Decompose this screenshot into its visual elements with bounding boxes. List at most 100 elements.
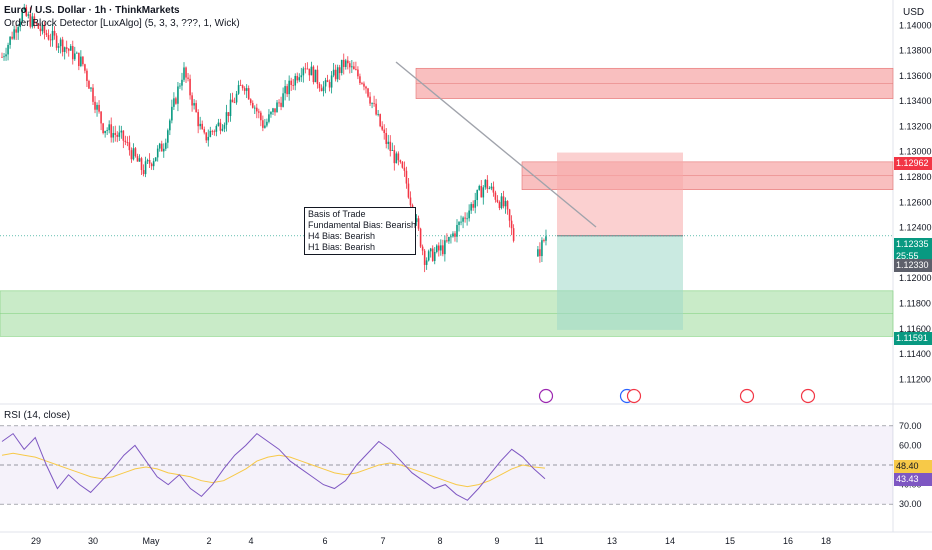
candle-body	[328, 81, 331, 88]
candle-body	[114, 133, 117, 135]
candle-body	[486, 179, 489, 189]
candle-body	[506, 201, 509, 210]
candle-body	[253, 107, 256, 109]
candle-body	[381, 126, 383, 130]
candle-body	[464, 217, 466, 219]
candle-body	[431, 248, 434, 261]
candle-body	[470, 204, 472, 211]
candle-body	[106, 130, 108, 131]
candle-body	[264, 125, 266, 128]
candle-body	[353, 66, 355, 70]
candle-body	[440, 245, 442, 251]
candle-body	[365, 86, 367, 89]
economic-event-icon	[626, 388, 642, 404]
candle-body	[90, 87, 92, 89]
candle-body	[165, 142, 167, 149]
candle-body	[187, 77, 189, 79]
rsi-label[interactable]: RSI (14, close)	[4, 410, 71, 421]
candle-body	[100, 111, 102, 124]
candle-body	[225, 112, 228, 125]
candle-body	[446, 240, 448, 242]
candle-body	[17, 27, 19, 33]
candle-body	[59, 39, 62, 47]
candle-body	[213, 131, 216, 133]
candle-body	[397, 153, 400, 161]
candle-body	[268, 114, 270, 122]
candle-body	[429, 248, 432, 252]
candle-body	[199, 123, 201, 127]
rsi-tick-label: 60.00	[899, 440, 922, 450]
indicator-label[interactable]: Order Block Detector [LuxAlgo] (5, 3, 3,…	[4, 18, 240, 29]
candle-body	[191, 95, 193, 106]
candle-body	[177, 86, 179, 104]
candle-body	[541, 240, 543, 257]
candle-body	[262, 120, 264, 128]
candle-body	[110, 124, 112, 138]
time-tick-label: 14	[665, 536, 675, 546]
candle-body	[249, 99, 252, 103]
symbol-title[interactable]: Euro / U.S. Dollar · 1h · ThinkMarkets	[4, 5, 180, 16]
candle-body	[349, 63, 351, 68]
candle-body	[500, 196, 503, 209]
candle-body	[94, 101, 96, 110]
time-tick-label: 16	[783, 536, 793, 546]
candle-body	[290, 80, 292, 85]
candle-body	[318, 84, 321, 89]
candle-body	[340, 59, 343, 74]
candle-body	[31, 16, 34, 27]
time-tick-label: 7	[380, 536, 385, 546]
candle-body	[150, 163, 153, 167]
candle-body	[393, 150, 396, 164]
candle-body	[322, 86, 325, 92]
candle-body	[270, 111, 272, 115]
candle-body	[427, 251, 430, 261]
candle-body	[484, 179, 487, 188]
candle-body	[45, 33, 48, 35]
candle-body	[401, 162, 404, 168]
candle-body	[306, 68, 309, 70]
candle-body	[342, 59, 345, 67]
candle-body	[195, 103, 197, 113]
time-tick-label: 11	[534, 536, 543, 546]
candle-body	[438, 245, 440, 251]
candle-body	[278, 102, 280, 104]
candle-body	[209, 130, 212, 137]
candle-body	[545, 236, 547, 241]
candle-body	[235, 93, 238, 103]
candle-body	[460, 221, 462, 223]
price-tick-label: 1.11800	[899, 298, 931, 308]
candle-body	[207, 136, 210, 141]
currency-label: USD	[903, 7, 925, 18]
candle-body	[539, 249, 541, 257]
candle-body	[1, 56, 3, 58]
candle-body	[162, 148, 165, 152]
candle-body	[136, 156, 139, 162]
candle-body	[122, 130, 125, 141]
price-tick-label: 1.12800	[899, 172, 932, 182]
candle-body	[49, 39, 52, 41]
economic-event-icon	[538, 388, 554, 404]
candle-body	[543, 240, 545, 241]
candle-body	[423, 250, 426, 265]
candle-body	[5, 54, 7, 57]
candle-body	[391, 150, 394, 151]
candle-body	[258, 111, 260, 113]
candle-body	[80, 56, 82, 67]
candle-body	[298, 77, 301, 81]
candle-body	[15, 29, 17, 33]
candle-body	[403, 167, 406, 171]
note-line-2: Fundamental Bias: Bearish	[308, 220, 417, 230]
candle-body	[320, 88, 323, 92]
candle-body	[86, 70, 88, 81]
candle-body	[96, 104, 98, 110]
candle-body	[183, 67, 185, 80]
trade-basis-note[interactable]: Basis of Trade Fundamental Bias: Bearish…	[304, 207, 416, 255]
candle-body	[65, 47, 68, 49]
price-tick-label: 1.13000	[899, 147, 932, 157]
candle-body	[383, 129, 385, 134]
candles	[1, 3, 547, 273]
candle-body	[154, 157, 157, 162]
rsi-tick-label: 70.00	[899, 421, 922, 431]
candle-body	[280, 102, 282, 107]
